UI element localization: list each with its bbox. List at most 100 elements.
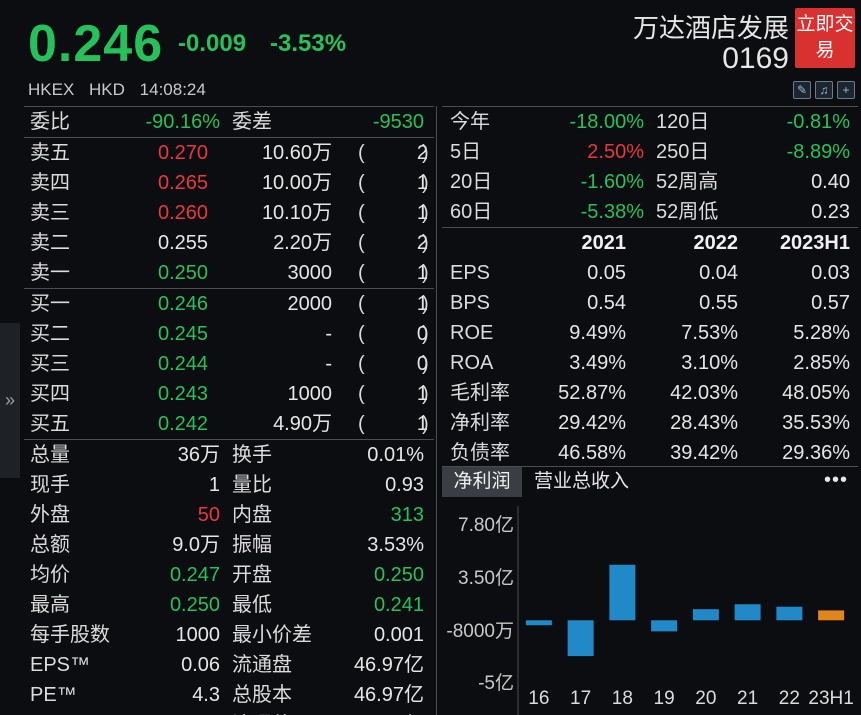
bar-18[interactable] xyxy=(609,564,636,621)
alert-bell-icon[interactable]: ♫ xyxy=(815,81,833,99)
level-label: 卖一 xyxy=(30,262,70,284)
stat-label: PE™ xyxy=(30,684,77,706)
stat-row: PE 流通值 12亿 xyxy=(24,710,434,715)
financials-value: 46.58% xyxy=(558,442,626,464)
tab-revenue[interactable]: 营业总收入 xyxy=(534,471,630,492)
level-price: 0.270 xyxy=(158,142,209,164)
stat-label: PE xyxy=(30,710,57,715)
period-row: 5日 2.50% 250日 -8.89% xyxy=(442,137,858,167)
stat-label: 最低 xyxy=(232,594,272,616)
stat-value: 0.93 xyxy=(385,474,424,496)
ask-row: 卖二 0.255 2.20万 (2) xyxy=(24,228,434,258)
bar-20[interactable] xyxy=(692,609,719,621)
order-ratio-row: 委比 -90.16% 委差 -9530 xyxy=(24,107,434,137)
expand-sidebar-icon[interactable]: » xyxy=(0,323,20,478)
stat-label: 总股本 xyxy=(232,684,292,706)
level-label: 买二 xyxy=(30,323,70,345)
stat-value: 0.001 xyxy=(373,624,424,646)
bar-21[interactable] xyxy=(734,604,761,621)
stat-value: 0.241 xyxy=(373,594,424,616)
financials-value: 29.36% xyxy=(782,442,850,464)
financials-value: 35.53% xyxy=(782,412,850,434)
period-label: 5日 xyxy=(450,141,482,163)
level-volume: - xyxy=(325,353,332,375)
financials-header: 2021 2022 2023H1 xyxy=(442,228,858,258)
panel-divider xyxy=(436,106,437,715)
x-tick-label: 17 xyxy=(570,688,591,709)
ask-row: 卖五 0.270 10.60万 (2) xyxy=(24,138,434,168)
price-change-percent: -3.53% xyxy=(270,30,347,57)
period-value: 0.23 xyxy=(811,201,850,223)
level-count: 2 xyxy=(416,142,428,164)
level-count: 1 xyxy=(416,293,428,315)
financials-row: EPS 0.05 0.04 0.03 xyxy=(442,258,858,288)
period-label: 250日 xyxy=(656,141,710,163)
level-volume: 10.00万 xyxy=(261,172,332,194)
level-price: 0.260 xyxy=(158,202,209,224)
stat-row: PE™ 4.3 总股本 46.97亿 xyxy=(24,680,434,710)
financials-value: 7.53% xyxy=(681,322,738,344)
financials-label: 负债率 xyxy=(450,442,510,464)
level-volume: 2.20万 xyxy=(273,232,332,254)
open-paren: ( xyxy=(358,353,365,375)
period-value: 2.50% xyxy=(587,141,644,163)
level-price: 0.243 xyxy=(158,383,209,405)
tab-net-profit[interactable]: 净利润 xyxy=(442,467,522,497)
financials-value: 0.55 xyxy=(699,292,738,314)
edit-icon[interactable]: ✎ xyxy=(793,81,811,99)
period-label: 120日 xyxy=(656,111,710,133)
stat-value: 0.06 xyxy=(181,654,220,676)
more-icon[interactable]: ••• xyxy=(823,469,848,491)
close-paren: ) xyxy=(422,353,429,375)
financials-label: 毛利率 xyxy=(450,382,510,404)
financials-value: 0.05 xyxy=(587,262,626,284)
level-price: 0.250 xyxy=(158,262,209,284)
stat-value: 0.01% xyxy=(367,444,424,466)
stat-label: 流通盘 xyxy=(232,654,292,676)
financials-value: 3.49% xyxy=(569,352,626,374)
financials-label: ROA xyxy=(450,352,494,374)
period-value: -5.38% xyxy=(580,201,644,223)
close-paren: ) xyxy=(422,202,429,224)
bid-row: 买三 0.244 - (0) xyxy=(24,349,434,379)
financials-row: 毛利率 52.87% 42.03% 48.05% xyxy=(442,378,858,408)
close-paren: ) xyxy=(422,262,429,284)
open-paren: ( xyxy=(358,262,365,284)
financials-year: 2022 xyxy=(693,232,739,254)
financials-row: ROA 3.49% 3.10% 2.85% xyxy=(442,348,858,378)
stat-label: 外盘 xyxy=(30,504,70,526)
x-tick-label: 23H1 xyxy=(808,688,853,709)
order-book-panel: 委比 -90.16% 委差 -9530 卖五 0.270 10.60万 (2) 卖四 0.… xyxy=(24,106,434,715)
level-count: 1 xyxy=(416,202,428,224)
add-icon[interactable]: + xyxy=(837,81,855,99)
level-count: 0 xyxy=(416,323,428,345)
stat-label: 总量 xyxy=(30,444,70,466)
level-label: 买一 xyxy=(30,293,70,315)
open-paren: ( xyxy=(358,323,365,345)
x-tick-label: 21 xyxy=(737,688,758,709)
x-tick-label: 22 xyxy=(779,688,800,709)
open-paren: ( xyxy=(358,383,365,405)
period-row: 60日 -5.38% 52周低 0.23 xyxy=(442,197,858,227)
bar-16[interactable] xyxy=(525,620,552,626)
bar-19[interactable] xyxy=(651,620,678,632)
trade-now-button[interactable]: 立即交易 xyxy=(795,8,855,68)
financials-row: 净利率 29.42% 28.43% 35.53% xyxy=(442,408,858,438)
bar-23H1[interactable] xyxy=(818,610,845,621)
level-volume: 10.60万 xyxy=(261,142,332,164)
price-change: -0.009 xyxy=(178,30,247,57)
period-value: -1.60% xyxy=(580,171,644,193)
stat-row: 总量 36万 换手 0.01% xyxy=(24,440,434,470)
stat-label: 流通值 xyxy=(232,710,292,715)
bar-22[interactable] xyxy=(776,606,803,621)
stat-label: 现手 xyxy=(30,474,70,496)
financials-label: ROE xyxy=(450,322,494,344)
level-label: 买三 xyxy=(30,353,70,375)
period-label: 52周高 xyxy=(656,171,719,193)
financials-row: 负债率 46.58% 39.42% 29.36% xyxy=(442,438,858,468)
bar-17[interactable] xyxy=(567,620,594,657)
close-paren: ) xyxy=(422,142,429,164)
period-label: 60日 xyxy=(450,201,493,223)
financials-value: 9.49% xyxy=(569,322,626,344)
level-price: 0.245 xyxy=(158,323,209,345)
